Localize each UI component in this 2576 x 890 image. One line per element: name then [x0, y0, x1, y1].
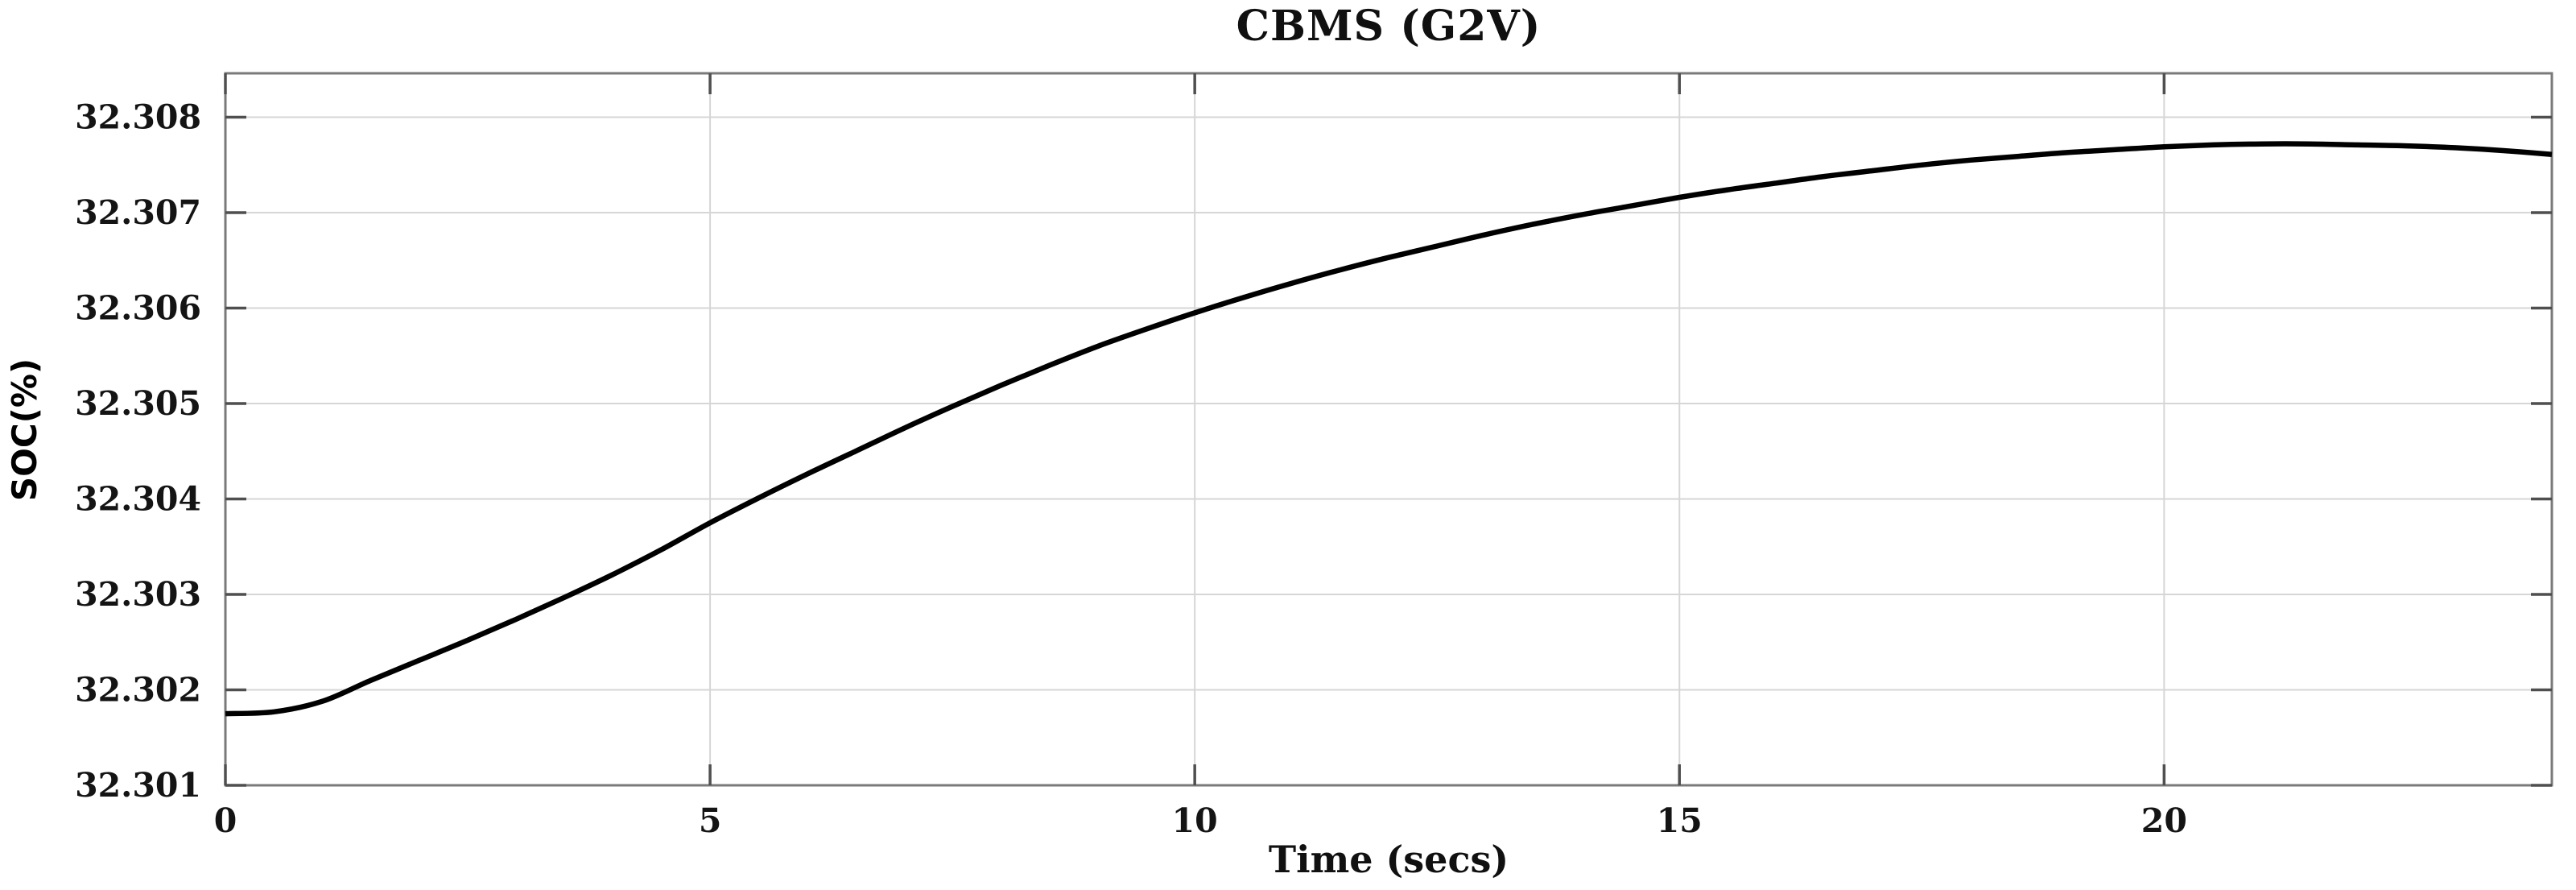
- axis-border: [224, 72, 2553, 787]
- y-axis-label-box: SOC(%): [5, 73, 45, 785]
- y-tick-label: 32.304: [75, 480, 201, 519]
- y-tick-label: 32.306: [75, 289, 201, 328]
- y-tick-label: 32.302: [75, 671, 201, 710]
- x-tick-label: 5: [699, 801, 722, 840]
- x-tick-label: 20: [2141, 801, 2187, 840]
- y-axis-label: SOC(%): [5, 358, 45, 501]
- x-tick-label: 15: [1657, 801, 1703, 840]
- chart-title: CBMS (G2V): [1236, 2, 1542, 51]
- y-tick-label: 32.305: [75, 384, 201, 423]
- y-tick-label: 32.308: [75, 98, 201, 137]
- y-tick-label: 32.301: [75, 766, 201, 805]
- y-tick-label: 32.303: [75, 575, 201, 614]
- x-axis-label: Time (secs): [1268, 838, 1509, 881]
- x-tick-label: 10: [1172, 801, 1218, 840]
- soc-curve: [225, 141, 2553, 717]
- x-tick-label: 0: [214, 801, 237, 840]
- y-tick-label: 32.307: [75, 193, 201, 232]
